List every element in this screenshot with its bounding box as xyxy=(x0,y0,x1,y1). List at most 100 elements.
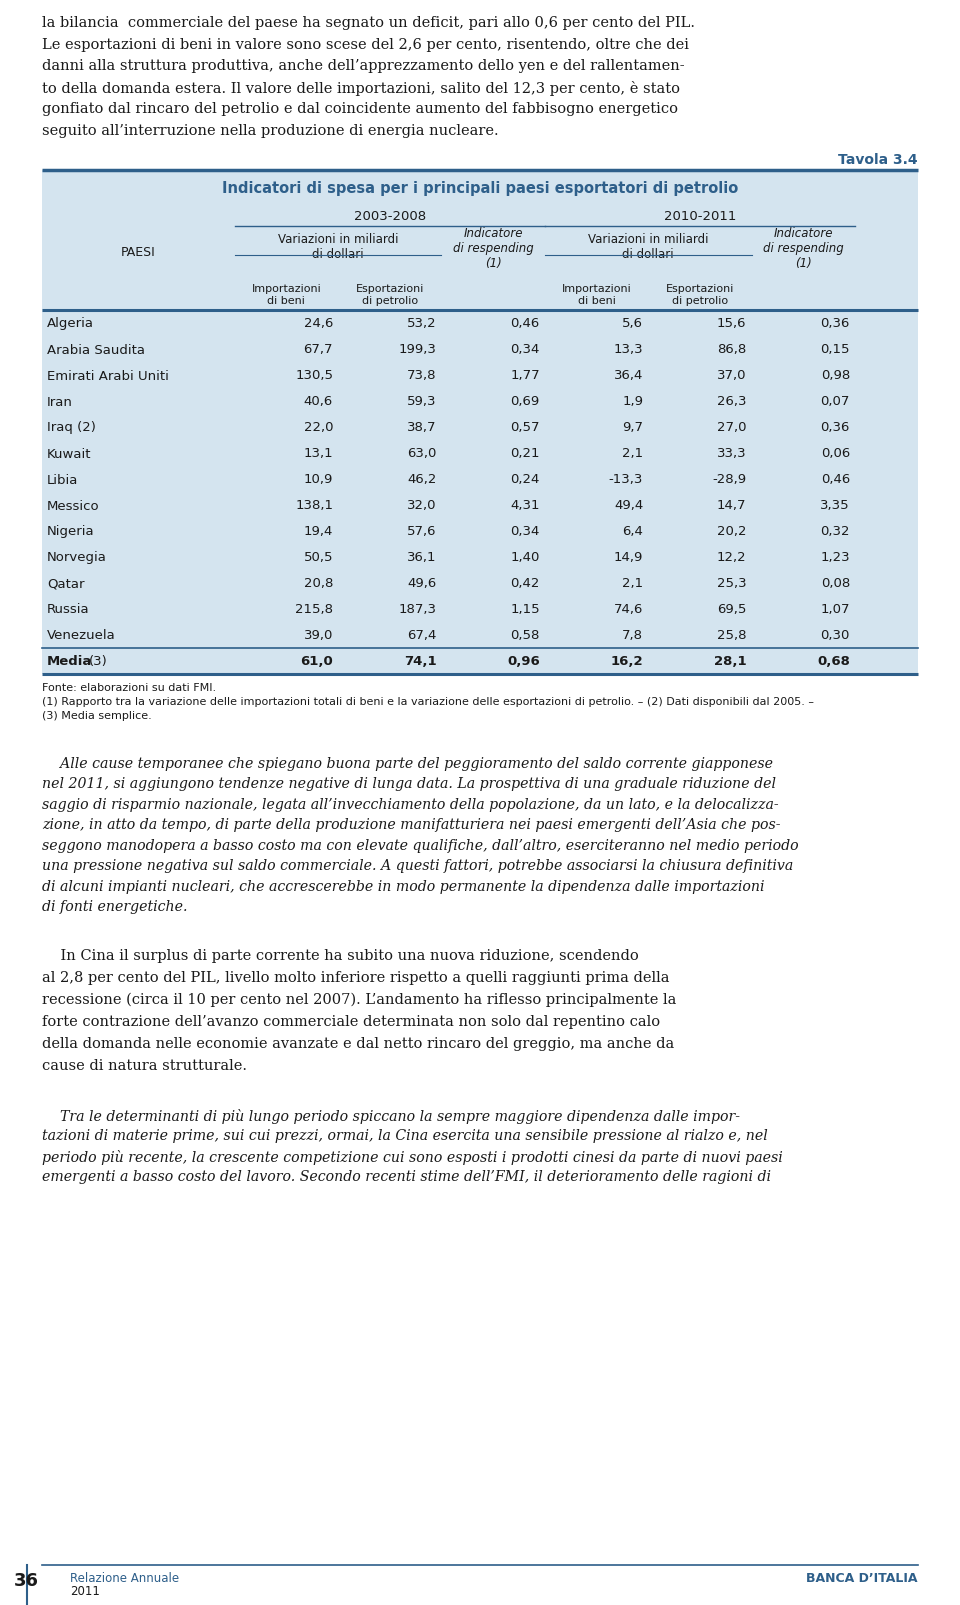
Text: Nigeria: Nigeria xyxy=(47,525,95,538)
Text: una pressione negativa sul saldo commerciale. A questi fattori, potrebbe associa: una pressione negativa sul saldo commerc… xyxy=(42,859,793,873)
Bar xyxy=(42,571,918,597)
Text: 69,5: 69,5 xyxy=(717,603,747,616)
Text: 32,0: 32,0 xyxy=(407,499,437,512)
Bar xyxy=(42,623,918,648)
Text: 0,21: 0,21 xyxy=(511,448,540,461)
Text: 10,9: 10,9 xyxy=(303,473,333,486)
Text: 0,34: 0,34 xyxy=(511,525,540,538)
Text: Messico: Messico xyxy=(47,499,100,512)
Text: saggio di risparmio nazionale, legata all’invecchiamento della popolazione, da u: saggio di risparmio nazionale, legata al… xyxy=(42,798,779,812)
Text: PAESI: PAESI xyxy=(121,246,156,260)
Text: 15,6: 15,6 xyxy=(717,318,747,331)
Text: 215,8: 215,8 xyxy=(295,603,333,616)
Text: 0,07: 0,07 xyxy=(821,395,850,408)
Text: 24,6: 24,6 xyxy=(303,318,333,331)
Text: Importazioni
di beni: Importazioni di beni xyxy=(562,284,632,305)
Text: 20,8: 20,8 xyxy=(303,578,333,591)
Text: Le esportazioni di beni in valore sono scese del 2,6 per cento, risentendo, oltr: Le esportazioni di beni in valore sono s… xyxy=(42,37,689,51)
Text: 0,32: 0,32 xyxy=(821,525,850,538)
Bar xyxy=(42,467,918,493)
Text: Norvegia: Norvegia xyxy=(47,551,107,563)
Text: 6,4: 6,4 xyxy=(622,525,643,538)
Text: zione, in atto da tempo, di parte della produzione manifatturiera nei paesi emer: zione, in atto da tempo, di parte della … xyxy=(42,819,780,831)
Text: periodo più recente, la crescente competizione cui sono esposti i prodotti cines: periodo più recente, la crescente compet… xyxy=(42,1149,782,1164)
Text: al 2,8 per cento del PIL, livello molto inferiore rispetto a quelli raggiunti pr: al 2,8 per cento del PIL, livello molto … xyxy=(42,971,669,984)
Text: seggono manodopera a basso costo ma con elevate qualifiche, dall’altro, esercite: seggono manodopera a basso costo ma con … xyxy=(42,838,799,852)
Text: 2011: 2011 xyxy=(70,1584,100,1597)
Text: della domanda nelle economie avanzate e dal netto rincaro del greggio, ma anche : della domanda nelle economie avanzate e … xyxy=(42,1037,674,1050)
Text: 26,3: 26,3 xyxy=(717,395,747,408)
Text: Emirati Arabi Uniti: Emirati Arabi Uniti xyxy=(47,369,169,382)
Text: 0,15: 0,15 xyxy=(821,343,850,356)
Text: danni alla struttura produttiva, anche dell’apprezzamento dello yen e del rallen: danni alla struttura produttiva, anche d… xyxy=(42,59,684,72)
Text: 0,57: 0,57 xyxy=(511,421,540,435)
Text: 14,9: 14,9 xyxy=(613,551,643,563)
Text: 86,8: 86,8 xyxy=(717,343,747,356)
Text: 20,2: 20,2 xyxy=(717,525,747,538)
Text: 3,35: 3,35 xyxy=(820,499,850,512)
Bar xyxy=(42,544,918,571)
Text: 1,23: 1,23 xyxy=(820,551,850,563)
Text: Russia: Russia xyxy=(47,603,89,616)
Text: Media: Media xyxy=(47,655,92,668)
Text: 0,42: 0,42 xyxy=(511,578,540,591)
Text: 40,6: 40,6 xyxy=(303,395,333,408)
Text: 13,3: 13,3 xyxy=(613,343,643,356)
Text: -28,9: -28,9 xyxy=(712,473,747,486)
Text: 138,1: 138,1 xyxy=(295,499,333,512)
Text: 39,0: 39,0 xyxy=(303,629,333,642)
Text: 199,3: 199,3 xyxy=(398,343,437,356)
Text: 13,1: 13,1 xyxy=(303,448,333,461)
Bar xyxy=(42,414,918,441)
Text: 67,4: 67,4 xyxy=(407,629,437,642)
Text: 1,77: 1,77 xyxy=(510,369,540,382)
Bar xyxy=(42,205,918,226)
Text: 27,0: 27,0 xyxy=(717,421,747,435)
Text: Esportazioni
di petrolio: Esportazioni di petrolio xyxy=(665,284,734,305)
Text: 0,68: 0,68 xyxy=(817,655,850,668)
Bar xyxy=(42,441,918,467)
Text: 1,07: 1,07 xyxy=(821,603,850,616)
Text: di fonti energetiche.: di fonti energetiche. xyxy=(42,900,187,913)
Text: Tavola 3.4: Tavola 3.4 xyxy=(838,152,918,167)
Text: 73,8: 73,8 xyxy=(407,369,437,382)
Text: 59,3: 59,3 xyxy=(407,395,437,408)
Bar xyxy=(42,363,918,388)
Bar xyxy=(42,518,918,544)
Text: 25,3: 25,3 xyxy=(717,578,747,591)
Text: 0,30: 0,30 xyxy=(821,629,850,642)
Text: Variazioni in miliardi
di dollari: Variazioni in miliardi di dollari xyxy=(277,233,398,260)
Text: 33,3: 33,3 xyxy=(717,448,747,461)
Text: 130,5: 130,5 xyxy=(295,369,333,382)
Text: 5,6: 5,6 xyxy=(622,318,643,331)
Text: di alcuni impianti nucleari, che accrescerebbe in modo permanente la dipendenza : di alcuni impianti nucleari, che accresc… xyxy=(42,880,764,894)
Text: (3): (3) xyxy=(89,655,108,668)
Text: (3) Media semplice.: (3) Media semplice. xyxy=(42,711,152,721)
Text: 0,69: 0,69 xyxy=(511,395,540,408)
Text: 37,0: 37,0 xyxy=(717,369,747,382)
Text: 2,1: 2,1 xyxy=(622,448,643,461)
Text: emergenti a basso costo del lavoro. Secondo recenti stime dell’FMI, il deteriora: emergenti a basso costo del lavoro. Seco… xyxy=(42,1170,771,1184)
Text: 49,6: 49,6 xyxy=(407,578,437,591)
Text: 0,96: 0,96 xyxy=(507,655,540,668)
Text: 14,7: 14,7 xyxy=(717,499,747,512)
Text: 61,0: 61,0 xyxy=(300,655,333,668)
Text: 36,4: 36,4 xyxy=(613,369,643,382)
Text: 0,36: 0,36 xyxy=(821,318,850,331)
Text: tazioni di materie prime, sui cui prezzi, ormai, la Cina esercita una sensibile : tazioni di materie prime, sui cui prezzi… xyxy=(42,1128,768,1143)
Text: 57,6: 57,6 xyxy=(407,525,437,538)
Text: 187,3: 187,3 xyxy=(398,603,437,616)
Text: Indicatori di spesa per i principali paesi esportatori di petrolio: Indicatori di spesa per i principali pae… xyxy=(222,180,738,196)
Bar xyxy=(42,170,918,205)
Text: seguito all’interruzione nella produzione di energia nucleare.: seguito all’interruzione nella produzion… xyxy=(42,124,498,138)
Text: 46,2: 46,2 xyxy=(407,473,437,486)
Text: 49,4: 49,4 xyxy=(614,499,643,512)
Text: 1,40: 1,40 xyxy=(511,551,540,563)
Text: 0,24: 0,24 xyxy=(511,473,540,486)
Text: 0,98: 0,98 xyxy=(821,369,850,382)
Text: Kuwait: Kuwait xyxy=(47,448,91,461)
Text: gonfiato dal rincaro del petrolio e dal coincidente aumento del fabbisogno energ: gonfiato dal rincaro del petrolio e dal … xyxy=(42,103,678,116)
Text: forte contrazione dell’avanzo commerciale determinata non solo dal repentino cal: forte contrazione dell’avanzo commercial… xyxy=(42,1014,660,1029)
Text: 7,8: 7,8 xyxy=(622,629,643,642)
Text: 0,08: 0,08 xyxy=(821,578,850,591)
